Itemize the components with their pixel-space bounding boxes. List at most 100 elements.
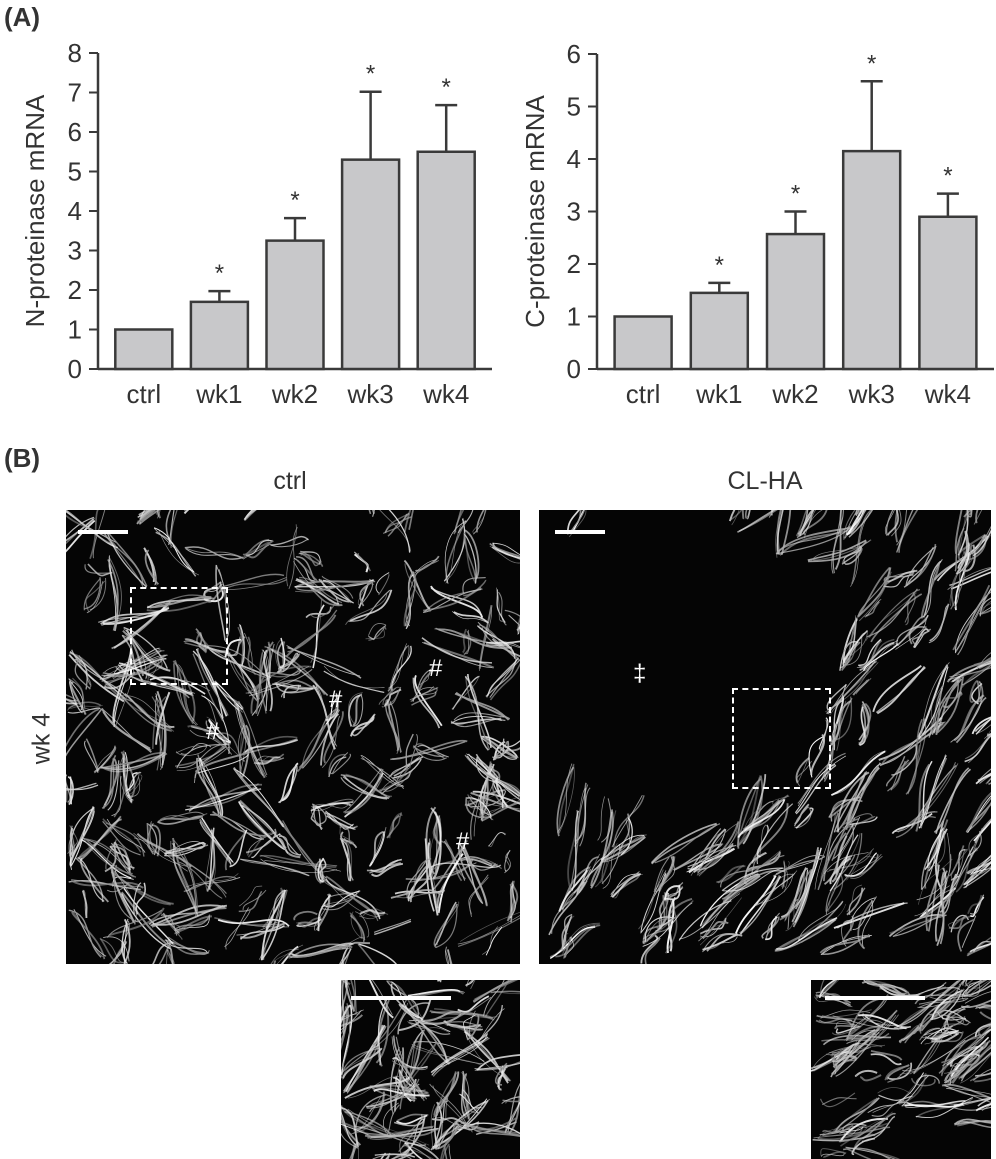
collagen-fiber bbox=[187, 877, 241, 892]
collagen-fiber bbox=[962, 544, 976, 572]
collagen-fiber bbox=[946, 1087, 991, 1103]
collagen-fiber bbox=[979, 774, 991, 784]
collagen-fiber bbox=[698, 893, 741, 942]
collagen-fiber bbox=[405, 733, 414, 769]
collagen-fiber bbox=[114, 653, 135, 728]
collagen-fiber bbox=[185, 548, 244, 559]
collagen-fiber bbox=[496, 587, 505, 622]
collagen-fiber bbox=[368, 624, 387, 641]
x-tick-label: ctrl bbox=[626, 379, 661, 409]
collagen-fiber bbox=[818, 980, 838, 998]
collagen-fiber bbox=[793, 806, 809, 827]
scale-bar bbox=[825, 996, 925, 1000]
collagen-fiber bbox=[421, 637, 492, 664]
collagen-fiber bbox=[602, 836, 646, 863]
collagen-fiber bbox=[112, 659, 141, 680]
collagen-fiber bbox=[832, 750, 887, 796]
collagen-fiber bbox=[675, 843, 724, 871]
collagen-fiber bbox=[835, 824, 854, 875]
collagen-fiber bbox=[433, 903, 458, 949]
collagen-fiber bbox=[823, 723, 838, 782]
scale-bar bbox=[351, 996, 451, 1000]
collagen-fiber bbox=[156, 510, 160, 518]
col-title-ctrl: ctrl bbox=[273, 467, 307, 495]
collagen-fiber bbox=[206, 716, 229, 740]
collagen-fiber bbox=[222, 733, 246, 762]
collagen-fiber bbox=[978, 661, 991, 670]
roi-box bbox=[130, 587, 228, 685]
collagen-fiber bbox=[794, 806, 812, 829]
collagen-fiber bbox=[176, 744, 207, 756]
collagen-fiber bbox=[801, 903, 847, 944]
collagen-fiber bbox=[959, 1054, 991, 1084]
collagen-fiber bbox=[344, 768, 384, 814]
collagen-fiber bbox=[564, 937, 572, 958]
collagen-fiber bbox=[411, 691, 437, 706]
collagen-fiber bbox=[344, 773, 384, 818]
collagen-fiber bbox=[885, 510, 894, 535]
collagen-fiber bbox=[348, 912, 363, 939]
collagen-fiber bbox=[465, 629, 470, 655]
collagen-fiber bbox=[814, 996, 850, 1007]
collagen-fiber bbox=[912, 763, 959, 827]
collagen-fiber bbox=[575, 782, 587, 842]
collagen-fiber bbox=[457, 510, 474, 534]
collagen-fiber bbox=[780, 510, 792, 555]
y-tick-label: 1 bbox=[567, 302, 581, 332]
significance-marker: * bbox=[442, 74, 451, 101]
collagen-fiber bbox=[122, 629, 145, 677]
n-proteinase-chart: 0 1 2 3 4 5 6 7 8 N-proteinase mRNA ctrl * wk1 * wk2 * w… bbox=[20, 38, 492, 409]
collagen-fiber bbox=[489, 659, 520, 699]
collagen-fiber bbox=[843, 631, 868, 668]
collagen-fiber bbox=[158, 941, 173, 964]
collagen-fiber bbox=[403, 571, 417, 627]
collagen-fiber bbox=[599, 843, 618, 884]
collagen-fiber bbox=[145, 551, 158, 586]
collagen-fiber bbox=[137, 510, 157, 523]
collagen-fiber bbox=[339, 826, 355, 844]
collagen-fiber bbox=[137, 510, 152, 518]
collagen-fiber bbox=[102, 654, 167, 677]
collagen-fiber bbox=[264, 860, 342, 872]
collagen-fiber bbox=[897, 615, 929, 647]
collagen-fiber bbox=[154, 676, 210, 692]
collagen-fiber bbox=[113, 870, 174, 905]
collagen-fiber bbox=[380, 1152, 387, 1159]
collagen-fiber bbox=[975, 1003, 991, 1008]
collagen-fiber bbox=[667, 886, 683, 900]
collagen-fiber bbox=[367, 1125, 436, 1136]
collagen-fiber bbox=[981, 600, 991, 614]
collagen-fiber bbox=[896, 510, 914, 553]
collagen-fiber bbox=[958, 510, 967, 555]
collagen-fiber bbox=[237, 702, 267, 778]
collagen-fiber bbox=[858, 706, 866, 746]
collagen-fiber bbox=[517, 622, 520, 635]
collagen-fiber bbox=[66, 519, 96, 553]
collagen-fiber bbox=[120, 893, 172, 950]
collagen-fiber bbox=[107, 760, 120, 811]
collagen-fiber bbox=[122, 694, 173, 729]
collagen-fiber bbox=[746, 510, 751, 520]
collagen-fiber bbox=[843, 545, 862, 565]
collagen-fiber bbox=[67, 707, 101, 714]
collagen-fiber bbox=[238, 624, 246, 667]
collagen-fiber bbox=[870, 1053, 902, 1066]
collagen-fiber bbox=[397, 1151, 415, 1159]
collagen-fiber bbox=[834, 510, 843, 570]
collagen-fiber bbox=[194, 752, 247, 773]
collagen-fiber bbox=[797, 752, 846, 804]
collagen-fiber bbox=[971, 716, 991, 735]
collagen-fiber bbox=[968, 980, 991, 997]
collagen-fiber bbox=[698, 824, 741, 877]
collagen-fiber bbox=[138, 510, 161, 525]
collagen-fiber bbox=[958, 1043, 991, 1080]
collagen-fiber bbox=[183, 857, 227, 895]
collagen-fiber bbox=[935, 678, 963, 735]
collagen-fiber bbox=[250, 641, 272, 714]
collagen-fiber bbox=[406, 1029, 424, 1080]
collagen-fiber bbox=[77, 856, 105, 902]
collagen-fiber bbox=[846, 856, 879, 881]
collagen-fiber bbox=[562, 866, 591, 909]
collagen-fiber bbox=[166, 951, 173, 964]
collagen-fiber bbox=[678, 900, 732, 941]
